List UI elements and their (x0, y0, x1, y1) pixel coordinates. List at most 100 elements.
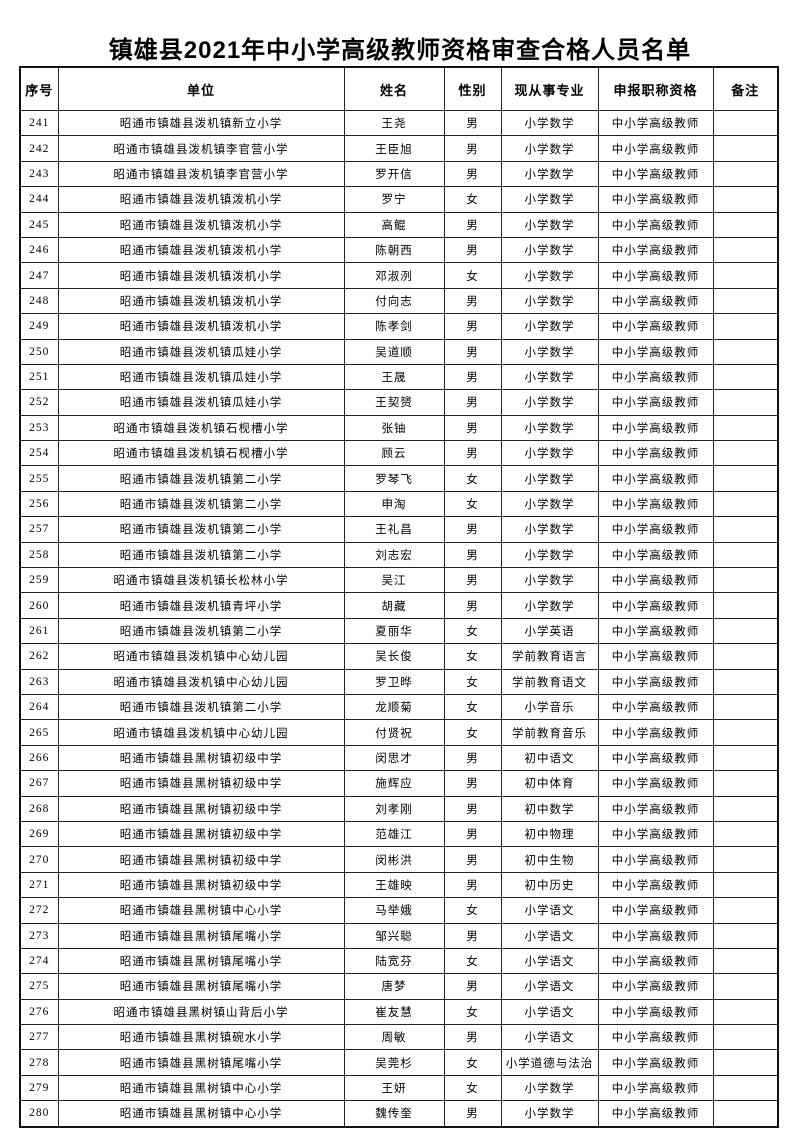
column-header-major: 现从事专业 (500, 66, 599, 111)
table-row: 246 昭通市镇雄县泼机镇泼机小学 陈朝西男小学数学 中小学高级教师 (19, 236, 779, 264)
cell-remark (712, 693, 779, 721)
table-row: 268 昭通市镇雄县黑树镇初级中学 刘孝刚男初中数学 中小学高级教师 (19, 795, 779, 822)
column-header-title: 申报职称资格 (597, 66, 714, 111)
table-row: 272 昭通市镇雄县黑树镇中心小学 马举娥女小学语文 中小学高级教师 (19, 897, 779, 924)
cell-name: 闵思才 (343, 744, 445, 772)
cell-major: 小学数学 (500, 465, 599, 492)
cell-major: 小学数学 (500, 440, 599, 467)
cell-name: 闵彬洪 (343, 846, 445, 873)
cell-name: 吴道顺 (343, 338, 445, 365)
cell-title: 中小学高级教师 (597, 846, 714, 873)
cell-major: 初中历史 (500, 871, 599, 899)
cell-major: 初中生物 (500, 846, 599, 873)
cell-gender: 男 (443, 313, 502, 340)
cell-gender: 男 (443, 109, 502, 137)
cell-major: 小学数学 (500, 414, 599, 442)
cell-no: 262 (19, 643, 59, 670)
cell-no: 250 (19, 338, 59, 365)
cell-gender: 男 (443, 414, 502, 442)
cell-title: 中小学高级教师 (597, 490, 714, 518)
table-row: 273 昭通市镇雄县黑树镇尾嘴小学 邹兴聪男小学语文 中小学高级教师 (19, 922, 779, 949)
cell-no: 265 (19, 719, 59, 746)
cell-title: 中小学高级教师 (597, 516, 714, 543)
cell-name: 罗卫晔 (343, 668, 445, 695)
cell-title: 中小学高级教师 (597, 592, 714, 619)
cell-unit: 昭通市镇雄县黑树镇中心小学 (57, 1074, 345, 1102)
cell-major: 小学语文 (500, 897, 599, 924)
cell-no: 243 (19, 160, 59, 188)
cell-unit: 昭通市镇雄县泼机镇中心幼儿园 (57, 643, 345, 670)
cell-unit: 昭通市镇雄县黑树镇初级中学 (57, 744, 345, 772)
cell-no: 275 (19, 973, 59, 1000)
table-row: 243 昭通市镇雄县泼机镇李官营小学 罗开信男小学数学 中小学高级教师 (19, 160, 779, 188)
table-header-row: 序号 单位 姓名 性别 现从事专业 申报职称资格 备注 (19, 66, 779, 111)
cell-major: 小学数学 (500, 592, 599, 619)
cell-gender: 女 (443, 490, 502, 518)
cell-remark (712, 414, 779, 442)
cell-major: 小学数学 (500, 186, 599, 213)
cell-title: 中小学高级教师 (597, 643, 714, 670)
cell-title: 中小学高级教师 (597, 186, 714, 213)
cell-name: 顾云 (343, 440, 445, 467)
cell-no: 246 (19, 236, 59, 264)
cell-title: 中小学高级教师 (597, 160, 714, 188)
cell-title: 中小学高级教师 (597, 744, 714, 772)
cell-remark (712, 592, 779, 619)
cell-remark (712, 1049, 779, 1076)
cell-no: 276 (19, 998, 59, 1026)
cell-gender: 女 (443, 719, 502, 746)
table-header: 序号 单位 姓名 性别 现从事专业 申报职称资格 备注 (19, 66, 779, 111)
cell-major: 学前教育音乐 (500, 719, 599, 746)
cell-no: 247 (19, 262, 59, 289)
cell-title: 中小学高级教师 (597, 897, 714, 924)
cell-name: 王臣旭 (343, 135, 445, 162)
cell-no: 259 (19, 567, 59, 594)
cell-major: 初中数学 (500, 795, 599, 822)
cell-no: 271 (19, 871, 59, 899)
table-row: 242 昭通市镇雄县泼机镇李官营小学 王臣旭男小学数学 中小学高级教师 (19, 135, 779, 162)
cell-no: 278 (19, 1049, 59, 1076)
cell-no: 254 (19, 440, 59, 467)
table-row: 274 昭通市镇雄县黑树镇尾嘴小学 陆宽芬女小学语文 中小学高级教师 (19, 947, 779, 975)
cell-gender: 男 (443, 236, 502, 264)
cell-gender: 男 (443, 973, 502, 1000)
column-header-unit: 单位 (57, 66, 345, 111)
cell-remark (712, 389, 779, 416)
cell-major: 小学数学 (500, 567, 599, 594)
cell-no: 280 (19, 1100, 59, 1128)
cell-title: 中小学高级教师 (597, 871, 714, 899)
cell-gender: 女 (443, 465, 502, 492)
cell-title: 中小学高级教师 (597, 262, 714, 289)
table-row: 253 昭通市镇雄县泼机镇石枧槽小学 张铀男小学数学 中小学高级教师 (19, 414, 779, 442)
cell-major: 小学语文 (500, 922, 599, 949)
cell-unit: 昭通市镇雄县黑树镇初级中学 (57, 846, 345, 873)
cell-unit: 昭通市镇雄县泼机镇李官营小学 (57, 160, 345, 188)
table-row: 260 昭通市镇雄县泼机镇青坪小学 胡藏男小学数学 中小学高级教师 (19, 592, 779, 619)
table-row: 267 昭通市镇雄县黑树镇初级中学 施辉应男初中体育 中小学高级教师 (19, 770, 779, 797)
cell-gender: 男 (443, 567, 502, 594)
cell-major: 小学英语 (500, 617, 599, 645)
column-header-no: 序号 (19, 66, 59, 111)
table-row: 265 昭通市镇雄县泼机镇中心幼儿园 付贤祝女学前教育音乐 中小学高级教师 (19, 719, 779, 746)
cell-major: 小学数学 (500, 211, 599, 238)
cell-unit: 昭通市镇雄县泼机镇第二小学 (57, 617, 345, 645)
table-row: 266 昭通市镇雄县黑树镇初级中学 闵思才男初中语文 中小学高级教师 (19, 744, 779, 772)
cell-remark (712, 617, 779, 645)
cell-unit: 昭通市镇雄县黑树镇碗水小学 (57, 1024, 345, 1051)
cell-unit: 昭通市镇雄县泼机镇第二小学 (57, 541, 345, 569)
cell-title: 中小学高级教师 (597, 922, 714, 949)
table-row: 254 昭通市镇雄县泼机镇石枧槽小学 顾云男小学数学 中小学高级教师 (19, 440, 779, 467)
cell-unit: 昭通市镇雄县黑树镇初级中学 (57, 770, 345, 797)
cell-title: 中小学高级教师 (597, 719, 714, 746)
table-row: 262 昭通市镇雄县泼机镇中心幼儿园 吴长俊女学前教育语言 中小学高级教师 (19, 643, 779, 670)
cell-unit: 昭通市镇雄县泼机镇石枧槽小学 (57, 414, 345, 442)
cell-name: 罗宁 (343, 186, 445, 213)
cell-gender: 女 (443, 262, 502, 289)
cell-gender: 男 (443, 820, 502, 848)
cell-major: 小学数学 (500, 363, 599, 391)
cell-name: 王契赟 (343, 389, 445, 416)
cell-gender: 男 (443, 744, 502, 772)
cell-remark (712, 211, 779, 238)
cell-title: 中小学高级教师 (597, 287, 714, 315)
cell-remark (712, 262, 779, 289)
